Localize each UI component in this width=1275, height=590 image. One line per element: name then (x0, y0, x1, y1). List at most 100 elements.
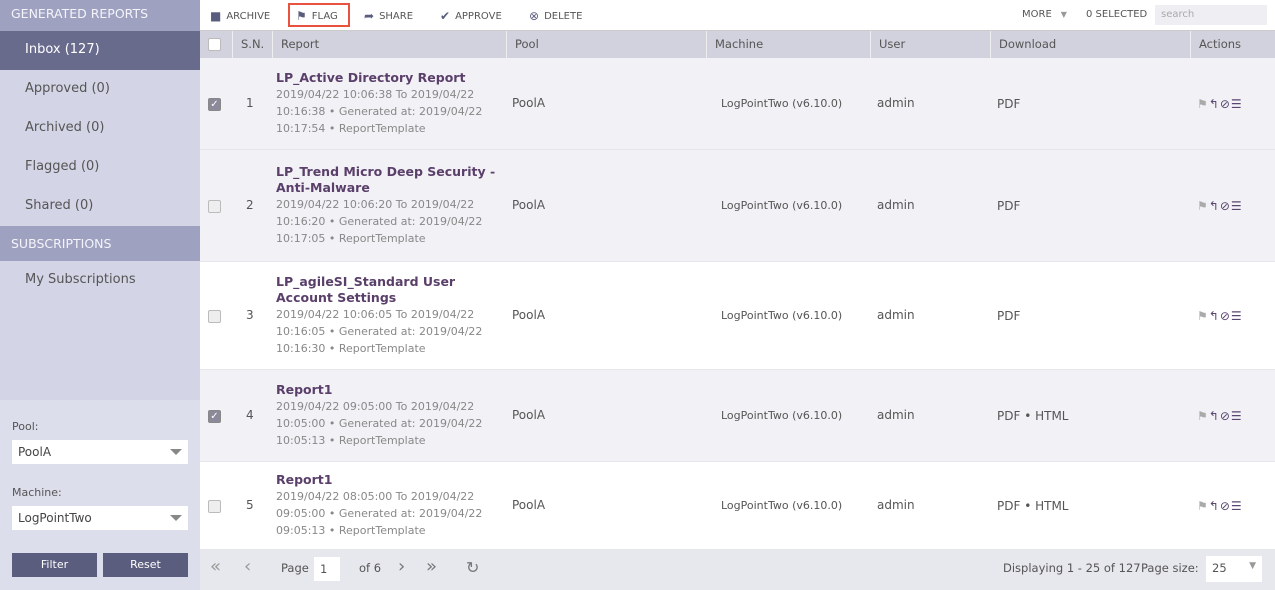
report-generated: 09:05:00 • Generated at: 2019/04/22 (276, 507, 483, 520)
ban-icon[interactable]: ⊘ (1219, 199, 1231, 213)
reply-icon[interactable]: ↰ (1208, 97, 1220, 111)
pool-select[interactable]: PoolA (12, 440, 188, 464)
pagination-bar: « ‹ Page 1 of 6 › » ↻ Displaying 1 - 25 … (200, 550, 1275, 590)
flag-icon[interactable]: ⚑ (1197, 309, 1209, 323)
table-row[interactable]: ✓ 4 Report1 2019/04/22 09:05:00 To 2019/… (200, 370, 1275, 462)
row-pool: PoolA (512, 96, 546, 110)
report-title[interactable]: LP_Active Directory Report (276, 70, 466, 85)
page-input[interactable]: 1 (314, 557, 340, 581)
list-icon[interactable]: ☰ (1230, 309, 1243, 323)
share-label: SHARE (379, 10, 414, 22)
list-icon[interactable]: ☰ (1230, 499, 1243, 513)
share-button[interactable]: ➦ SHARE (364, 9, 413, 23)
sidebar-item-archived[interactable]: Archived (0) (25, 120, 105, 135)
ban-icon[interactable]: ⊘ (1219, 97, 1231, 111)
report-template: 10:17:05 • ReportTemplate (276, 232, 426, 245)
flag-icon[interactable]: ⚑ (1197, 97, 1209, 111)
header-download[interactable]: Download (990, 31, 1190, 58)
reply-icon[interactable]: ↰ (1208, 309, 1220, 323)
row-pool: PoolA (512, 498, 546, 512)
table-row[interactable]: 3 LP_agileSI_Standard User Account Setti… (200, 262, 1275, 370)
delete-button[interactable]: ⊗ DELETE (529, 9, 582, 23)
machine-select[interactable]: LogPointTwo (12, 506, 188, 530)
table-row[interactable]: ✓ 1 LP_Active Directory Report 2019/04/2… (200, 58, 1275, 150)
caret-down-icon: ▼ (1249, 561, 1256, 571)
sidebar-item-inbox[interactable]: Inbox (127) (0, 31, 200, 70)
report-title[interactable]: LP_agileSI_Standard User Account Setting… (276, 274, 456, 305)
row-checkbox[interactable]: ✓ (208, 98, 221, 111)
more-label: MORE (1022, 9, 1052, 20)
header-report[interactable]: Report (272, 31, 506, 58)
page-size-select[interactable]: 25 ▼ (1206, 556, 1262, 582)
ban-icon[interactable]: ⊘ (1219, 499, 1231, 513)
reply-icon[interactable]: ↰ (1208, 409, 1220, 423)
archive-button[interactable]: ■ ARCHIVE (210, 9, 270, 23)
reset-button[interactable]: Reset (103, 553, 188, 577)
sidebar-item-approved[interactable]: Approved (0) (25, 81, 110, 96)
row-user: admin (877, 408, 915, 422)
share-icon: ➦ (364, 9, 375, 23)
row-checkbox[interactable]: ✓ (208, 410, 221, 423)
row-download[interactable]: PDF • HTML (997, 499, 1069, 513)
flag-button[interactable]: ⚑ FLAG (296, 9, 338, 23)
prev-page-icon[interactable]: ‹ (244, 556, 252, 577)
report-cell: LP_Active Directory Report 2019/04/22 10… (276, 70, 501, 137)
list-icon[interactable]: ☰ (1230, 409, 1243, 423)
flag-icon[interactable]: ⚑ (1197, 409, 1209, 423)
header-user[interactable]: User (870, 31, 990, 58)
row-download[interactable]: PDF (997, 309, 1021, 323)
report-generated: 10:16:20 • Generated at: 2019/04/22 (276, 215, 483, 228)
header-machine[interactable]: Machine (706, 31, 870, 58)
next-page-icon[interactable]: › (398, 556, 406, 577)
report-template: 10:05:13 • ReportTemplate (276, 434, 426, 447)
header-sn[interactable]: S.N. (232, 31, 272, 58)
report-title[interactable]: LP_Trend Micro Deep Security - Anti-Malw… (276, 164, 496, 195)
reply-icon[interactable]: ↰ (1208, 199, 1220, 213)
row-actions: ⚑↰⊘☰ (1197, 97, 1243, 111)
row-download[interactable]: PDF • HTML (997, 409, 1069, 423)
report-cell: LP_agileSI_Standard User Account Setting… (276, 274, 501, 357)
select-all-cell (200, 31, 232, 58)
list-icon[interactable]: ☰ (1230, 97, 1243, 111)
row-download[interactable]: PDF (997, 97, 1021, 111)
sidebar-item-shared[interactable]: Shared (0) (25, 198, 94, 213)
more-dropdown[interactable]: MORE ▼ (1022, 9, 1067, 20)
select-all-checkbox[interactable] (208, 38, 221, 51)
approve-button[interactable]: ✔ APPROVE (440, 9, 502, 23)
last-page-icon[interactable]: » (426, 556, 438, 577)
first-page-icon[interactable]: « (210, 556, 222, 577)
machine-label: Machine: (12, 486, 62, 499)
report-title[interactable]: Report1 (276, 382, 333, 397)
report-cell: LP_Trend Micro Deep Security - Anti-Malw… (276, 164, 501, 247)
row-sn: 4 (246, 408, 254, 422)
list-icon[interactable]: ☰ (1230, 199, 1243, 213)
report-range: 2019/04/22 10:06:38 To 2019/04/22 (276, 88, 475, 101)
table-row[interactable]: 5 Report1 2019/04/22 08:05:00 To 2019/04… (200, 462, 1275, 550)
flag-icon[interactable]: ⚑ (1197, 199, 1209, 213)
report-title[interactable]: Report1 (276, 472, 333, 487)
report-generated: 10:16:05 • Generated at: 2019/04/22 (276, 325, 483, 338)
reply-icon[interactable]: ↰ (1208, 499, 1220, 513)
search-input[interactable]: search (1155, 5, 1267, 25)
sidebar-item-my-subscriptions[interactable]: My Subscriptions (25, 272, 136, 287)
ban-icon[interactable]: ⊘ (1219, 309, 1231, 323)
row-sn: 1 (246, 96, 254, 110)
row-checkbox[interactable] (208, 200, 221, 213)
row-checkbox[interactable] (208, 500, 221, 513)
table-row[interactable]: 2 LP_Trend Micro Deep Security - Anti-Ma… (200, 150, 1275, 262)
row-user: admin (877, 308, 915, 322)
flag-icon: ⚑ (296, 9, 307, 23)
delete-label: DELETE (544, 10, 583, 22)
flag-icon[interactable]: ⚑ (1197, 499, 1209, 513)
sidebar-item-flagged[interactable]: Flagged (0) (25, 159, 100, 174)
page-label: Page (281, 561, 309, 575)
filter-button[interactable]: Filter (12, 553, 97, 577)
header-pool[interactable]: Pool (506, 31, 706, 58)
sidebar: GENERATED REPORTS Inbox (127) Approved (… (0, 0, 200, 590)
row-download[interactable]: PDF (997, 199, 1021, 213)
ban-icon[interactable]: ⊘ (1219, 409, 1231, 423)
page-size-value: 25 (1212, 561, 1227, 575)
row-checkbox[interactable] (208, 310, 221, 323)
row-sn: 3 (246, 308, 254, 322)
refresh-icon[interactable]: ↻ (466, 558, 480, 577)
